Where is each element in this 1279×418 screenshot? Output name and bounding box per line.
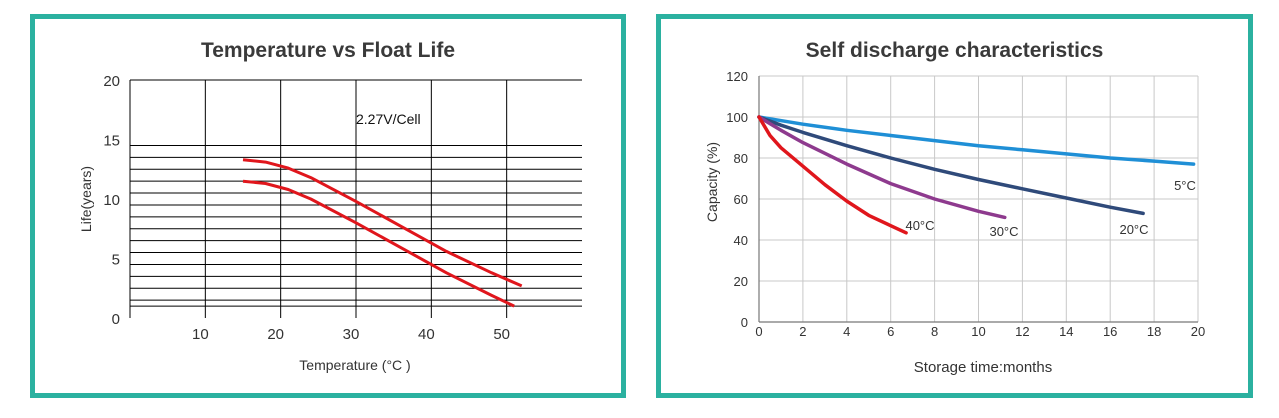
capacity-curve-20c [757, 115, 1145, 216]
x-tick-label: 0 [755, 324, 762, 339]
self-discharge-panel: Self discharge characteristics [656, 14, 1253, 398]
x-tick-label: 14 [1059, 324, 1073, 339]
x-tick-label: 20 [267, 326, 284, 343]
x-tick-label: 20 [1191, 324, 1205, 339]
y-tick-label: 20 [734, 274, 748, 289]
series-label: 5°C [1174, 178, 1196, 193]
float-life-panel: Temperature vs Float Life [30, 14, 626, 398]
series-label: 40°C [905, 218, 934, 233]
capacity-curve-40c [757, 115, 908, 235]
float-life-curve-upper [242, 158, 523, 288]
capacity-curve-30c [757, 115, 1007, 220]
voltage-annotation: 2.27V/Cell [356, 111, 421, 127]
x-tick-label: 16 [1103, 324, 1117, 339]
x-tick-label: 10 [192, 326, 209, 343]
y-tick-label: 0 [741, 315, 748, 330]
x-tick-label: 18 [1147, 324, 1161, 339]
x-tick-label: 10 [971, 324, 985, 339]
x-tick-label: 6 [887, 324, 894, 339]
series-label: 30°C [989, 224, 1018, 239]
float-life-title: Temperature vs Float Life [200, 39, 455, 62]
x-axis-label: Storage time:months [914, 359, 1052, 376]
x-tick-label: 2 [799, 324, 806, 339]
x-tick-label: 50 [493, 326, 510, 343]
y-tick-label: 15 [103, 133, 120, 150]
y-tick-label: 10 [103, 192, 120, 209]
x-tick-label: 8 [931, 324, 938, 339]
x-axis-label: Temperature (°C ) [299, 357, 410, 373]
series-label: 20°C [1119, 222, 1148, 237]
capacity-curve-5c [757, 115, 1196, 166]
self-discharge-title: Self discharge characteristics [805, 39, 1104, 62]
float-life-curve-lower [242, 179, 515, 308]
x-tick-label: 30 [343, 326, 360, 343]
x-tick-label: 40 [418, 326, 435, 343]
x-tick-label: 4 [843, 324, 850, 339]
y-tick-label: 20 [103, 73, 120, 90]
y-tick-label: 5 [112, 252, 120, 269]
y-tick-label: 120 [726, 69, 748, 84]
y-tick-label: 80 [734, 151, 748, 166]
x-tick-label: 12 [1015, 324, 1029, 339]
y-tick-label: 100 [726, 110, 748, 125]
y-axis-label: Capacity (%) [704, 142, 720, 222]
y-tick-label: 60 [734, 192, 748, 207]
y-tick-label: 0 [112, 311, 120, 328]
y-axis-label: Life(years) [78, 166, 94, 232]
y-tick-label: 40 [734, 233, 748, 248]
